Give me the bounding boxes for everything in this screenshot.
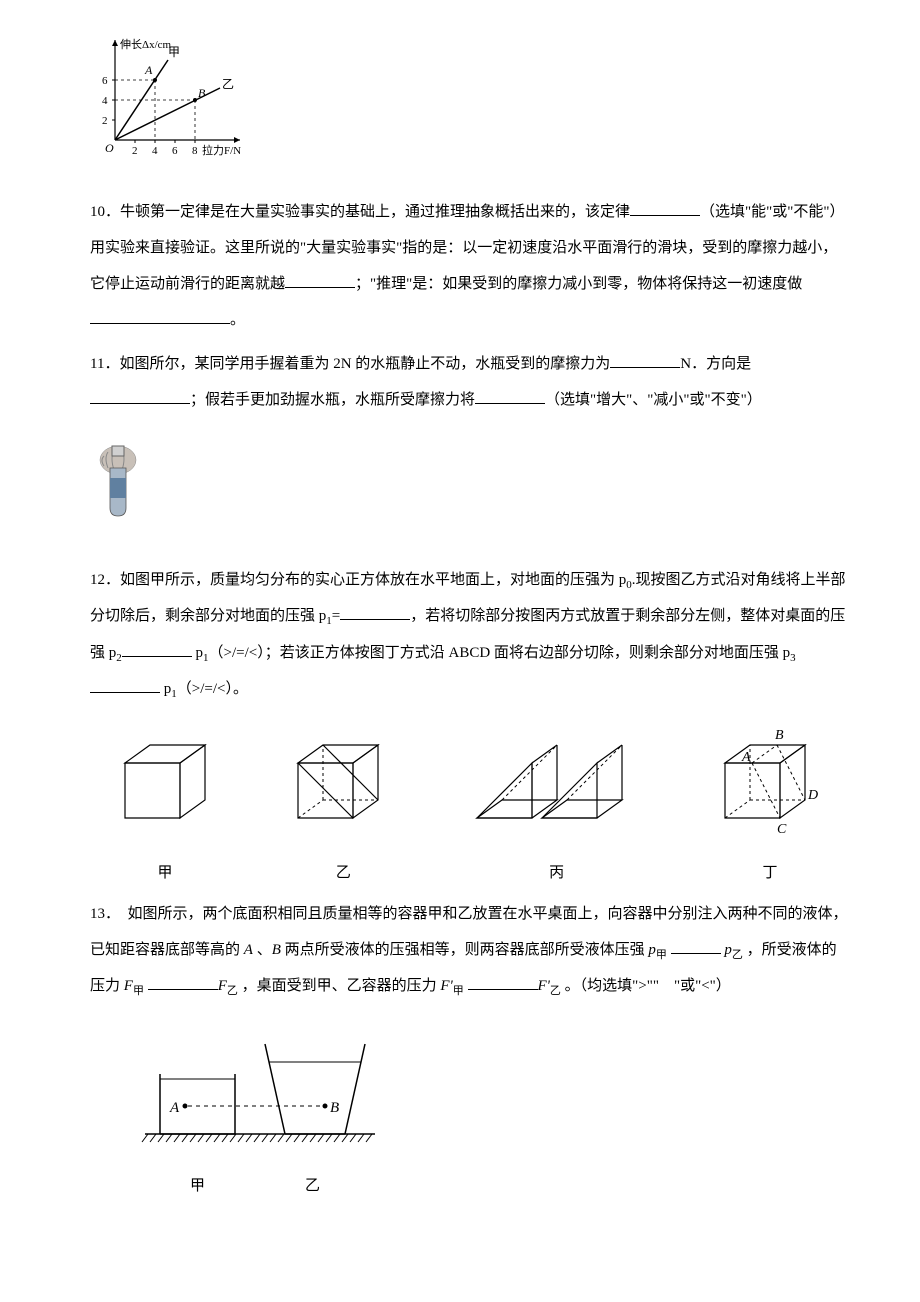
q11-text2: N．方向是 (680, 356, 751, 372)
q12-sub3: 3 (790, 652, 796, 664)
container-A: A (169, 1100, 180, 1116)
q13-text6: 。（均选填">"" "或"<"） (561, 978, 731, 994)
q12-text7: p (160, 681, 171, 697)
q13-blank3 (468, 972, 538, 990)
q11-number: 11． (90, 356, 119, 372)
q11-blank3 (475, 386, 545, 404)
q10-text4: 。 (230, 312, 245, 328)
q13-p1: p (648, 942, 656, 958)
cube-yi-label: 乙 (283, 855, 403, 891)
q12-text8: （>/=/<）。 (177, 681, 248, 697)
q13-subYi2: 乙 (227, 985, 238, 997)
q10-blank2 (285, 270, 355, 288)
q13-A: A (244, 942, 253, 958)
q11-text4: （选填"增大"、"减小"或"不变"） (545, 392, 762, 408)
containers-figure: A B (140, 1024, 850, 1168)
q11-text3: ；假若手更加劲握水瓶，水瓶所受摩擦力将 (190, 392, 475, 408)
label-B: B (775, 728, 784, 743)
question-11: 11．如图所尔，某同学用手握着重为 2N 的水瓶静止不动，水瓶受到的摩擦力为 N．… (90, 346, 850, 418)
q13-F2: F (218, 978, 227, 994)
q13-subYi3: 乙 (550, 985, 561, 997)
x-tick-6: 6 (172, 145, 178, 157)
cube-ding-label: 丁 (710, 855, 830, 891)
q12-blank3 (90, 675, 160, 693)
x-tick-8: 8 (192, 145, 198, 157)
cube-yi-svg (283, 733, 403, 833)
x-tick-4: 4 (152, 145, 158, 157)
containers-labels: 甲 乙 (140, 1168, 370, 1204)
cube-jia-label: 甲 (110, 855, 220, 891)
q12-text6: （>/=/<）；若该正方体按图丁方式沿 ABCD 面将右边部分切除，则剩余部分对… (209, 645, 791, 661)
q12-text5: p (192, 645, 203, 661)
label-D: D (807, 788, 818, 803)
q13-text2: 、 (253, 942, 272, 958)
label-A: A (741, 750, 751, 765)
q13-subJia1: 甲 (656, 949, 667, 961)
svg-text:O: O (105, 141, 114, 155)
marker-A: A (144, 63, 153, 77)
q10-number: 10． (90, 204, 120, 220)
y-tick-6: 6 (102, 75, 108, 87)
container-yi-label: 乙 (255, 1168, 370, 1204)
line-jia-label: 甲 (168, 45, 180, 59)
cubes-row: 甲 乙 丙 (90, 723, 850, 891)
cube-bing: 丙 (467, 733, 647, 891)
q13-text3: 两点所受液体的压强相等，则两容器底部所受液体压强 (281, 942, 649, 958)
q12-text3: = (332, 608, 340, 624)
cube-bing-svg (467, 733, 647, 833)
y-label: 伸长Δx/cm (120, 38, 172, 51)
cube-ding-svg: A B C D (710, 723, 830, 833)
container-jia-label: 甲 (140, 1168, 255, 1204)
question-10: 10．牛顿第一定律是在大量实验事实的基础上，通过推理抽象概括出来的，该定律（选填… (90, 194, 850, 338)
q13-p2: p (724, 942, 732, 958)
q12-blank2 (122, 639, 192, 657)
q13-number: 13． (90, 906, 128, 922)
hand-bottle-svg (90, 438, 150, 528)
y-tick-2: 2 (102, 115, 108, 127)
question-13: 13． 如图所示，两个底面积相同且质量相等的容器甲和乙放置在水平桌面上，向容器中… (90, 896, 850, 1005)
marker-B: B (198, 86, 206, 100)
q10-text1: 牛顿第一定律是在大量实验事实的基础上，通过推理抽象概括出来的，该定律 (120, 204, 630, 220)
q12-text1: 如图甲所示，质量均匀分布的实心正方体放在水平地面上，对地面的压强为 p (120, 572, 626, 588)
q13-subJia2: 甲 (133, 985, 144, 997)
cube-ding: A B C D 丁 (710, 723, 830, 891)
hand-bottle-figure (90, 438, 850, 542)
q13-text5: ，桌面受到甲、乙容器的压力 (238, 978, 441, 994)
q12-blank1 (340, 602, 410, 620)
cube-bing-label: 丙 (467, 855, 647, 891)
q13-Fp1: F' (440, 978, 452, 994)
q13-blank2 (148, 972, 218, 990)
q10-blank1 (630, 198, 700, 216)
container-B: B (330, 1100, 339, 1116)
question-12: 12．如图甲所示，质量均匀分布的实心正方体放在水平地面上，对地面的压强为 p0.… (90, 562, 850, 708)
q12-number: 12． (90, 572, 120, 588)
q13-blank1 (671, 936, 721, 954)
cube-jia: 甲 (110, 733, 220, 891)
q13-F1: F (124, 978, 133, 994)
q11-text1: 如图所尔，某同学用手握着重为 2N 的水瓶静止不动，水瓶受到的摩擦力为 (119, 356, 610, 372)
q13-subYi1: 乙 (732, 949, 743, 961)
label-C: C (777, 822, 787, 833)
x-label: 拉力F/N (202, 143, 241, 157)
q13-Fp2: F' (538, 978, 550, 994)
y-tick-4: 4 (102, 95, 108, 107)
q13-subJia3: 甲 (453, 985, 464, 997)
spring-graph-svg: 2 4 6 2 4 6 8 A B 伸长Δx/cm 拉力F/N 甲 乙 O (90, 30, 260, 170)
q11-blank2 (90, 386, 190, 404)
containers-svg: A B (140, 1024, 380, 1154)
cube-yi: 乙 (283, 733, 403, 891)
x-tick-2: 2 (132, 145, 138, 157)
line-yi-label: 乙 (222, 77, 234, 91)
q10-text3: ；"推理"是：如果受到的摩擦力减小到零，物体将保持这一初速度做 (355, 276, 802, 292)
q10-blank3 (90, 306, 230, 324)
cube-jia-svg (110, 733, 220, 833)
spring-graph-figure: 2 4 6 2 4 6 8 A B 伸长Δx/cm 拉力F/N 甲 乙 O (90, 30, 850, 184)
q11-blank1 (610, 350, 680, 368)
q13-B: B (272, 942, 281, 958)
